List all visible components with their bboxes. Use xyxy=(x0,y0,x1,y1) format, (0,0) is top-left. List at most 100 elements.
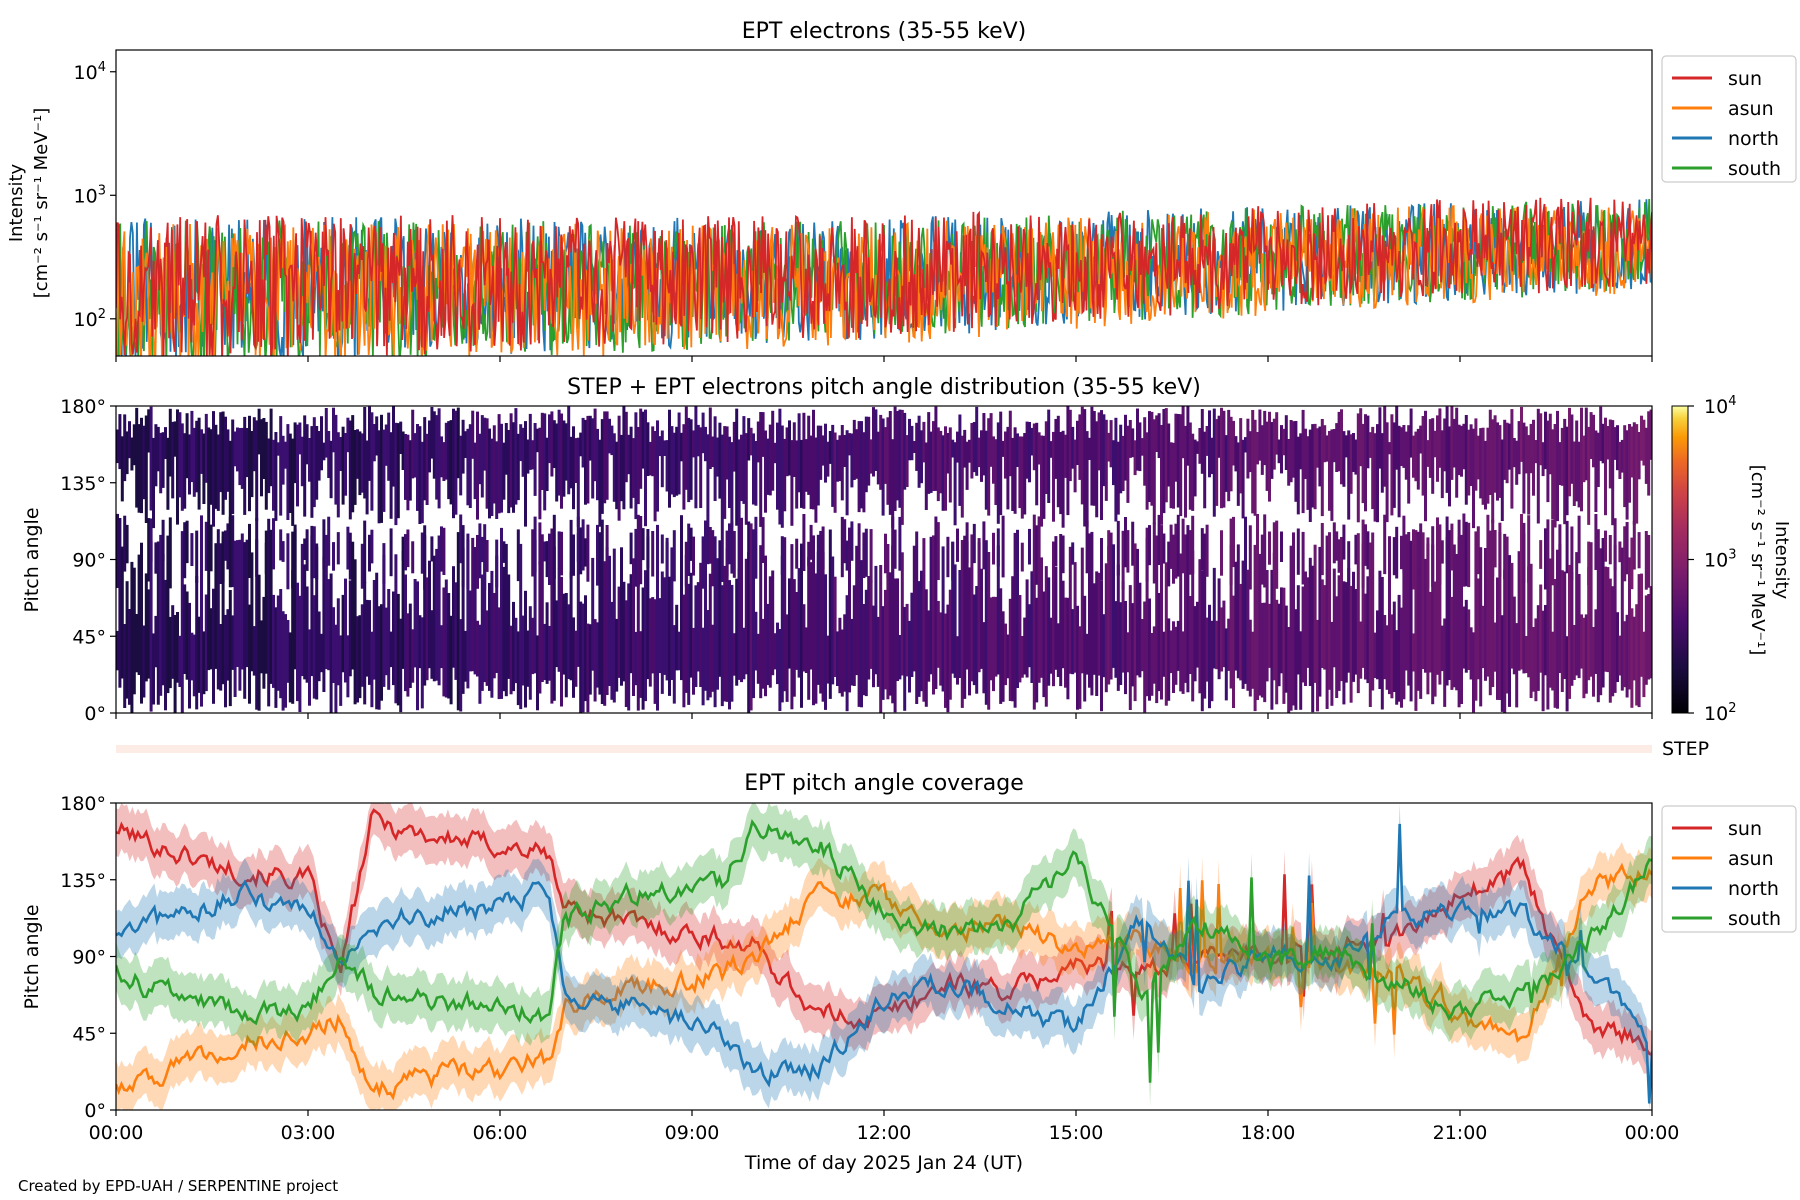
pad-heat-cell xyxy=(970,423,974,479)
pad-heat-cell xyxy=(1248,431,1252,473)
pad-heat-cell xyxy=(221,531,225,583)
pad-heat-cell xyxy=(440,625,443,669)
pad-heat-cell xyxy=(1397,594,1401,702)
pad-heat-cell xyxy=(706,434,710,516)
pad-heat-cell xyxy=(1498,522,1502,577)
pad-heat-cell xyxy=(888,411,892,515)
pad-heat-cell xyxy=(1275,412,1279,455)
pad-heat-cell xyxy=(905,435,909,487)
pad-heat-cell xyxy=(1229,545,1233,689)
pad-heat-cell xyxy=(1570,526,1574,580)
pad-heat-cell xyxy=(651,597,655,674)
pad-heat-cell xyxy=(437,552,441,686)
pad-heat-cell xyxy=(876,431,880,485)
pad-heat-cell xyxy=(1035,525,1039,585)
pad-heat-cell xyxy=(132,424,136,466)
pad-heat-cell xyxy=(864,528,868,577)
pad-heat-cell xyxy=(1570,414,1574,484)
pad-heat-cell xyxy=(1244,549,1247,684)
pad-heat-cell xyxy=(1145,527,1149,582)
pad-heat-cell xyxy=(495,555,499,673)
pad-heat-cell xyxy=(893,578,897,713)
pad-heat-cell xyxy=(1042,591,1046,698)
pad-heat-cell xyxy=(1112,440,1115,486)
pad-heat-cell xyxy=(483,553,487,683)
pad-heat-cell xyxy=(1200,409,1204,474)
pad-heat-cell xyxy=(1073,562,1077,673)
pad-heat-cell xyxy=(509,413,513,508)
pad-heat-cell xyxy=(624,600,628,707)
pad-heat-cell xyxy=(1486,514,1490,582)
pad-heat-cell xyxy=(1280,425,1283,474)
pad-heat-cell xyxy=(975,406,979,476)
intensity-y-label-line1: Intensity xyxy=(6,163,27,242)
pad-heat-cell xyxy=(1191,433,1195,511)
pad-heat-cell xyxy=(329,440,333,499)
pad-heat-cell xyxy=(1527,515,1531,583)
pad-heat-cell xyxy=(857,566,861,707)
pad-heat-cell xyxy=(1301,586,1305,683)
pad-heat-cell xyxy=(1229,518,1233,585)
pad-heat-cell xyxy=(692,627,695,695)
pad-heat-cell xyxy=(814,437,818,523)
pad-heat-cell xyxy=(1448,530,1451,680)
pad-heat-cell xyxy=(1568,407,1571,497)
pad-heat-cell xyxy=(809,562,813,670)
pad-heat-cell xyxy=(245,428,249,478)
pad-heat-cell xyxy=(1188,530,1192,575)
pad-heat-cell xyxy=(173,615,177,713)
pad-heat-cell xyxy=(1637,432,1641,480)
pad-heat-cell xyxy=(1534,440,1538,464)
pad-heat-cell xyxy=(564,423,568,481)
intensity-legend-label-north: north xyxy=(1728,128,1779,150)
pad-heat-cell xyxy=(754,516,758,579)
pad-heat-cell xyxy=(1608,419,1612,489)
pad-heat-cell xyxy=(1088,437,1091,460)
pad-heat-cell xyxy=(519,543,523,710)
pad-heat-cell xyxy=(1342,581,1346,705)
pad-heat-cell xyxy=(720,522,724,582)
pad-heat-cell xyxy=(742,627,746,680)
pad-heat-cell xyxy=(800,439,803,508)
pad-heat-cell xyxy=(1337,411,1341,472)
coverage-y-tick-label: 0° xyxy=(84,1100,106,1122)
pad-heat-cell xyxy=(1472,632,1475,713)
pad-heat-cell xyxy=(346,635,350,698)
pad-heat-cell xyxy=(363,407,367,499)
pad-heat-cell xyxy=(1227,409,1231,502)
pad-heat-cell xyxy=(1385,625,1389,690)
pad-heat-cell xyxy=(1385,422,1389,523)
pad-heat-cell xyxy=(564,593,568,698)
pad-heat-cell xyxy=(368,600,371,685)
pad-heat-cell xyxy=(1395,526,1399,579)
pad-heat-cell xyxy=(1625,522,1629,575)
pad-heat-cell xyxy=(1126,425,1130,503)
pad-heat-cell xyxy=(953,442,957,526)
pad-heat-cell xyxy=(1332,568,1336,668)
pad-heat-cell xyxy=(118,414,122,470)
pad-heat-cell xyxy=(1618,441,1622,479)
pad-heat-cell xyxy=(1608,578,1612,703)
pad-heat-cell xyxy=(1491,419,1495,524)
pad-heat-cell xyxy=(764,555,767,697)
pad-heat-cell xyxy=(353,430,357,505)
pad-heat-cell xyxy=(459,514,463,564)
pad-heat-cell xyxy=(615,441,619,510)
pad-heat-cell xyxy=(509,625,513,695)
pad-heat-cell xyxy=(190,632,194,681)
pad-heat-cell xyxy=(320,416,323,471)
pad-heat-cell xyxy=(1320,419,1324,517)
pad-heat-cell xyxy=(730,584,734,702)
pad-heat-cell xyxy=(389,528,393,577)
pad-heat-cell xyxy=(1155,415,1159,452)
pad-heat-cell xyxy=(173,421,177,457)
pad-heat-cell xyxy=(1320,523,1324,576)
pad-heat-cell xyxy=(1167,618,1171,701)
pad-heat-cell xyxy=(1380,433,1384,493)
pad-heat-cell xyxy=(932,535,935,568)
pad-heat-cell xyxy=(1121,435,1125,491)
pad-heat-cell xyxy=(161,519,165,561)
pad-heat-cell xyxy=(197,616,201,693)
pad-heat-cell xyxy=(1416,428,1420,490)
pad-heat-cell xyxy=(1642,631,1646,698)
